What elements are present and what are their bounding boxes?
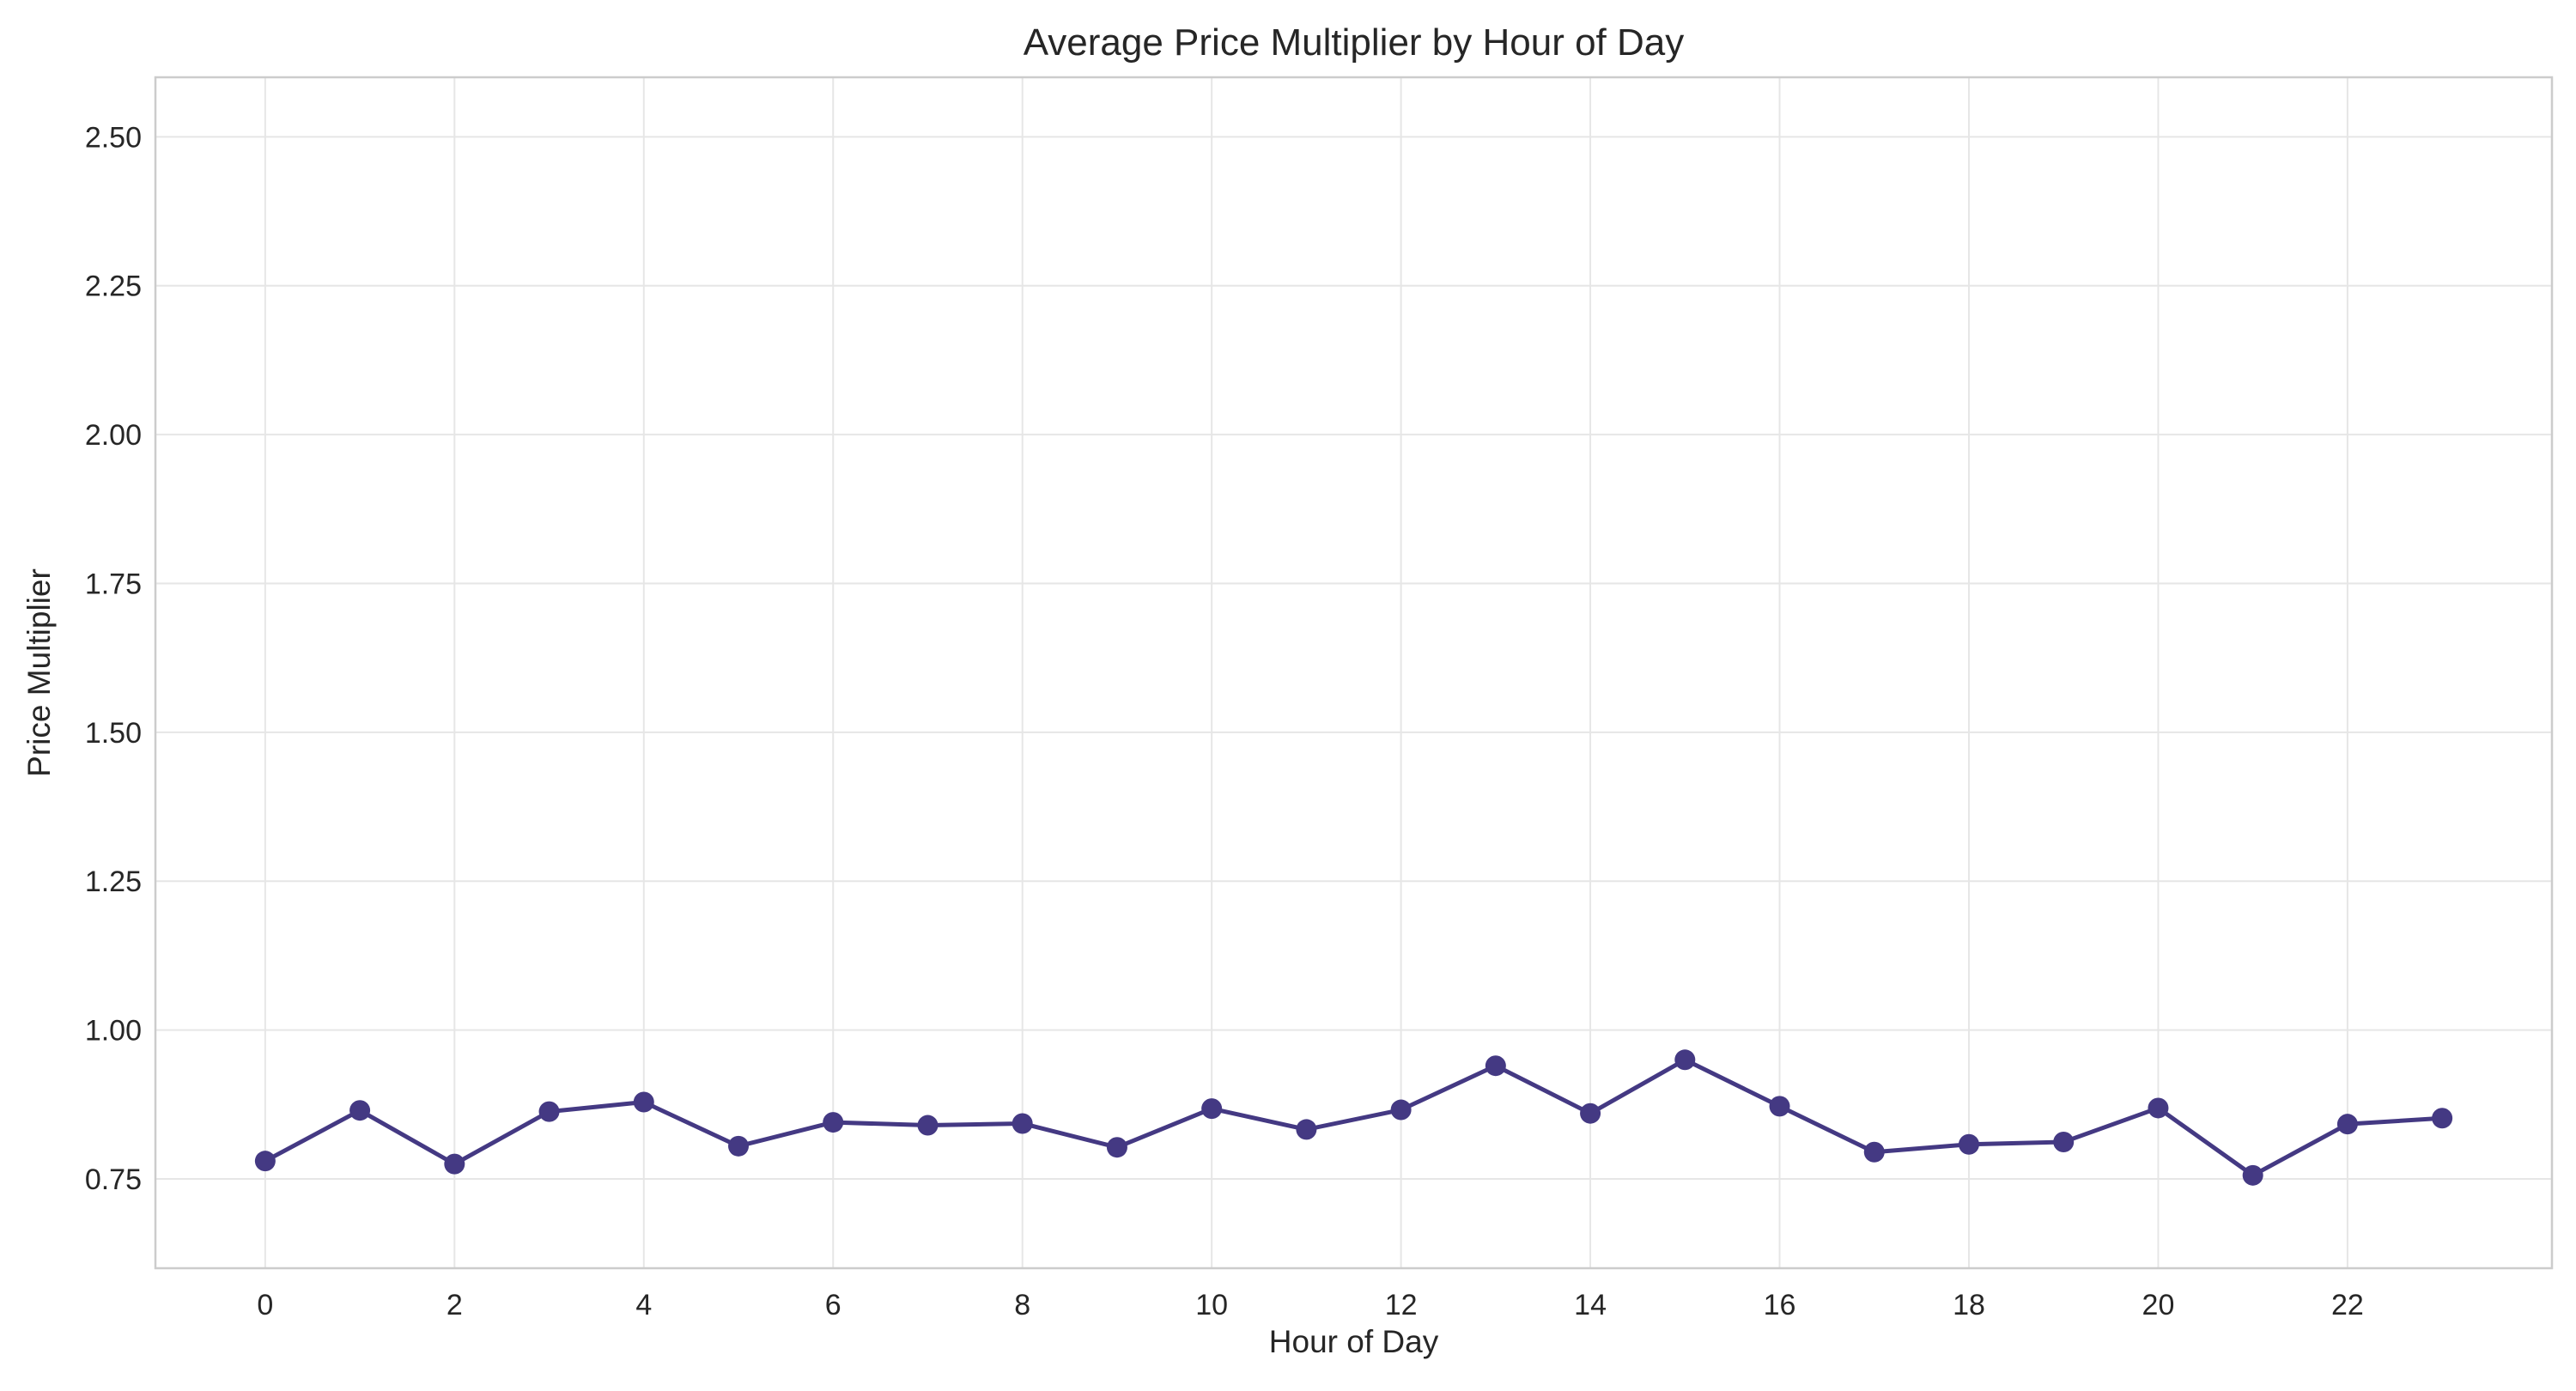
x-tick-label: 22 <box>2331 1289 2364 1321</box>
data-point <box>1485 1055 1506 1077</box>
x-axis-label: Hour of Day <box>1269 1324 1439 1359</box>
x-tick-label: 0 <box>257 1289 273 1321</box>
series-line <box>264 1057 2443 1178</box>
data-point <box>2242 1164 2263 1186</box>
data-point <box>1201 1098 1223 1120</box>
data-point <box>1580 1102 1601 1124</box>
data-point <box>1863 1141 1885 1163</box>
data-point <box>2336 1114 2358 1135</box>
y-axis-label: Price Multiplier <box>21 568 57 777</box>
y-tick-label: 1.50 <box>85 717 142 750</box>
x-tick-label: 4 <box>635 1289 652 1321</box>
x-tick-label: 14 <box>1574 1289 1607 1321</box>
x-tick-label: 10 <box>1195 1289 1228 1321</box>
data-point <box>1296 1119 1317 1140</box>
y-tick-label: 2.00 <box>85 419 142 452</box>
data-point <box>444 1153 465 1175</box>
plot-frame <box>154 76 2554 1270</box>
data-point <box>1390 1099 1412 1121</box>
y-tick-label: 2.50 <box>85 121 142 154</box>
data-point <box>1958 1133 1979 1155</box>
x-tick-label: 18 <box>1953 1289 1985 1321</box>
ticks-layer: 0 2 4 6 8 10 12 14 16 18 20 22 0.75 1.00 1.25 1.50 1.75 2… <box>85 121 2364 1321</box>
y-tick-label: 2.25 <box>85 270 142 303</box>
x-tick-label: 8 <box>1014 1289 1030 1321</box>
grid-layer <box>155 77 2552 1268</box>
x-tick-label: 16 <box>1764 1289 1796 1321</box>
data-point <box>254 1151 276 1172</box>
x-tick-label: 20 <box>2142 1289 2175 1321</box>
x-tick-label: 2 <box>447 1289 463 1321</box>
data-point <box>823 1112 844 1133</box>
data-point <box>2432 1108 2453 1129</box>
chart-title: Average Price Multiplier by Hour of Day <box>1024 21 1685 64</box>
data-point <box>633 1091 654 1113</box>
data-point <box>1012 1113 1033 1134</box>
data-point <box>349 1100 371 1121</box>
x-tick-label: 12 <box>1385 1289 1418 1321</box>
y-tick-label: 1.75 <box>85 568 142 600</box>
data-point <box>917 1115 939 1136</box>
data-point <box>2148 1097 2169 1119</box>
data-point <box>1674 1049 1696 1071</box>
data-point <box>1769 1096 1790 1117</box>
y-tick-label: 0.75 <box>85 1163 142 1196</box>
data-point <box>1106 1137 1127 1158</box>
y-tick-label: 1.00 <box>85 1015 142 1048</box>
x-tick-label: 6 <box>825 1289 841 1321</box>
data-point <box>538 1101 560 1122</box>
y-tick-label: 1.25 <box>85 866 142 898</box>
data-point <box>2053 1131 2075 1152</box>
data-point <box>728 1135 750 1157</box>
series-layer <box>254 1049 2453 1186</box>
